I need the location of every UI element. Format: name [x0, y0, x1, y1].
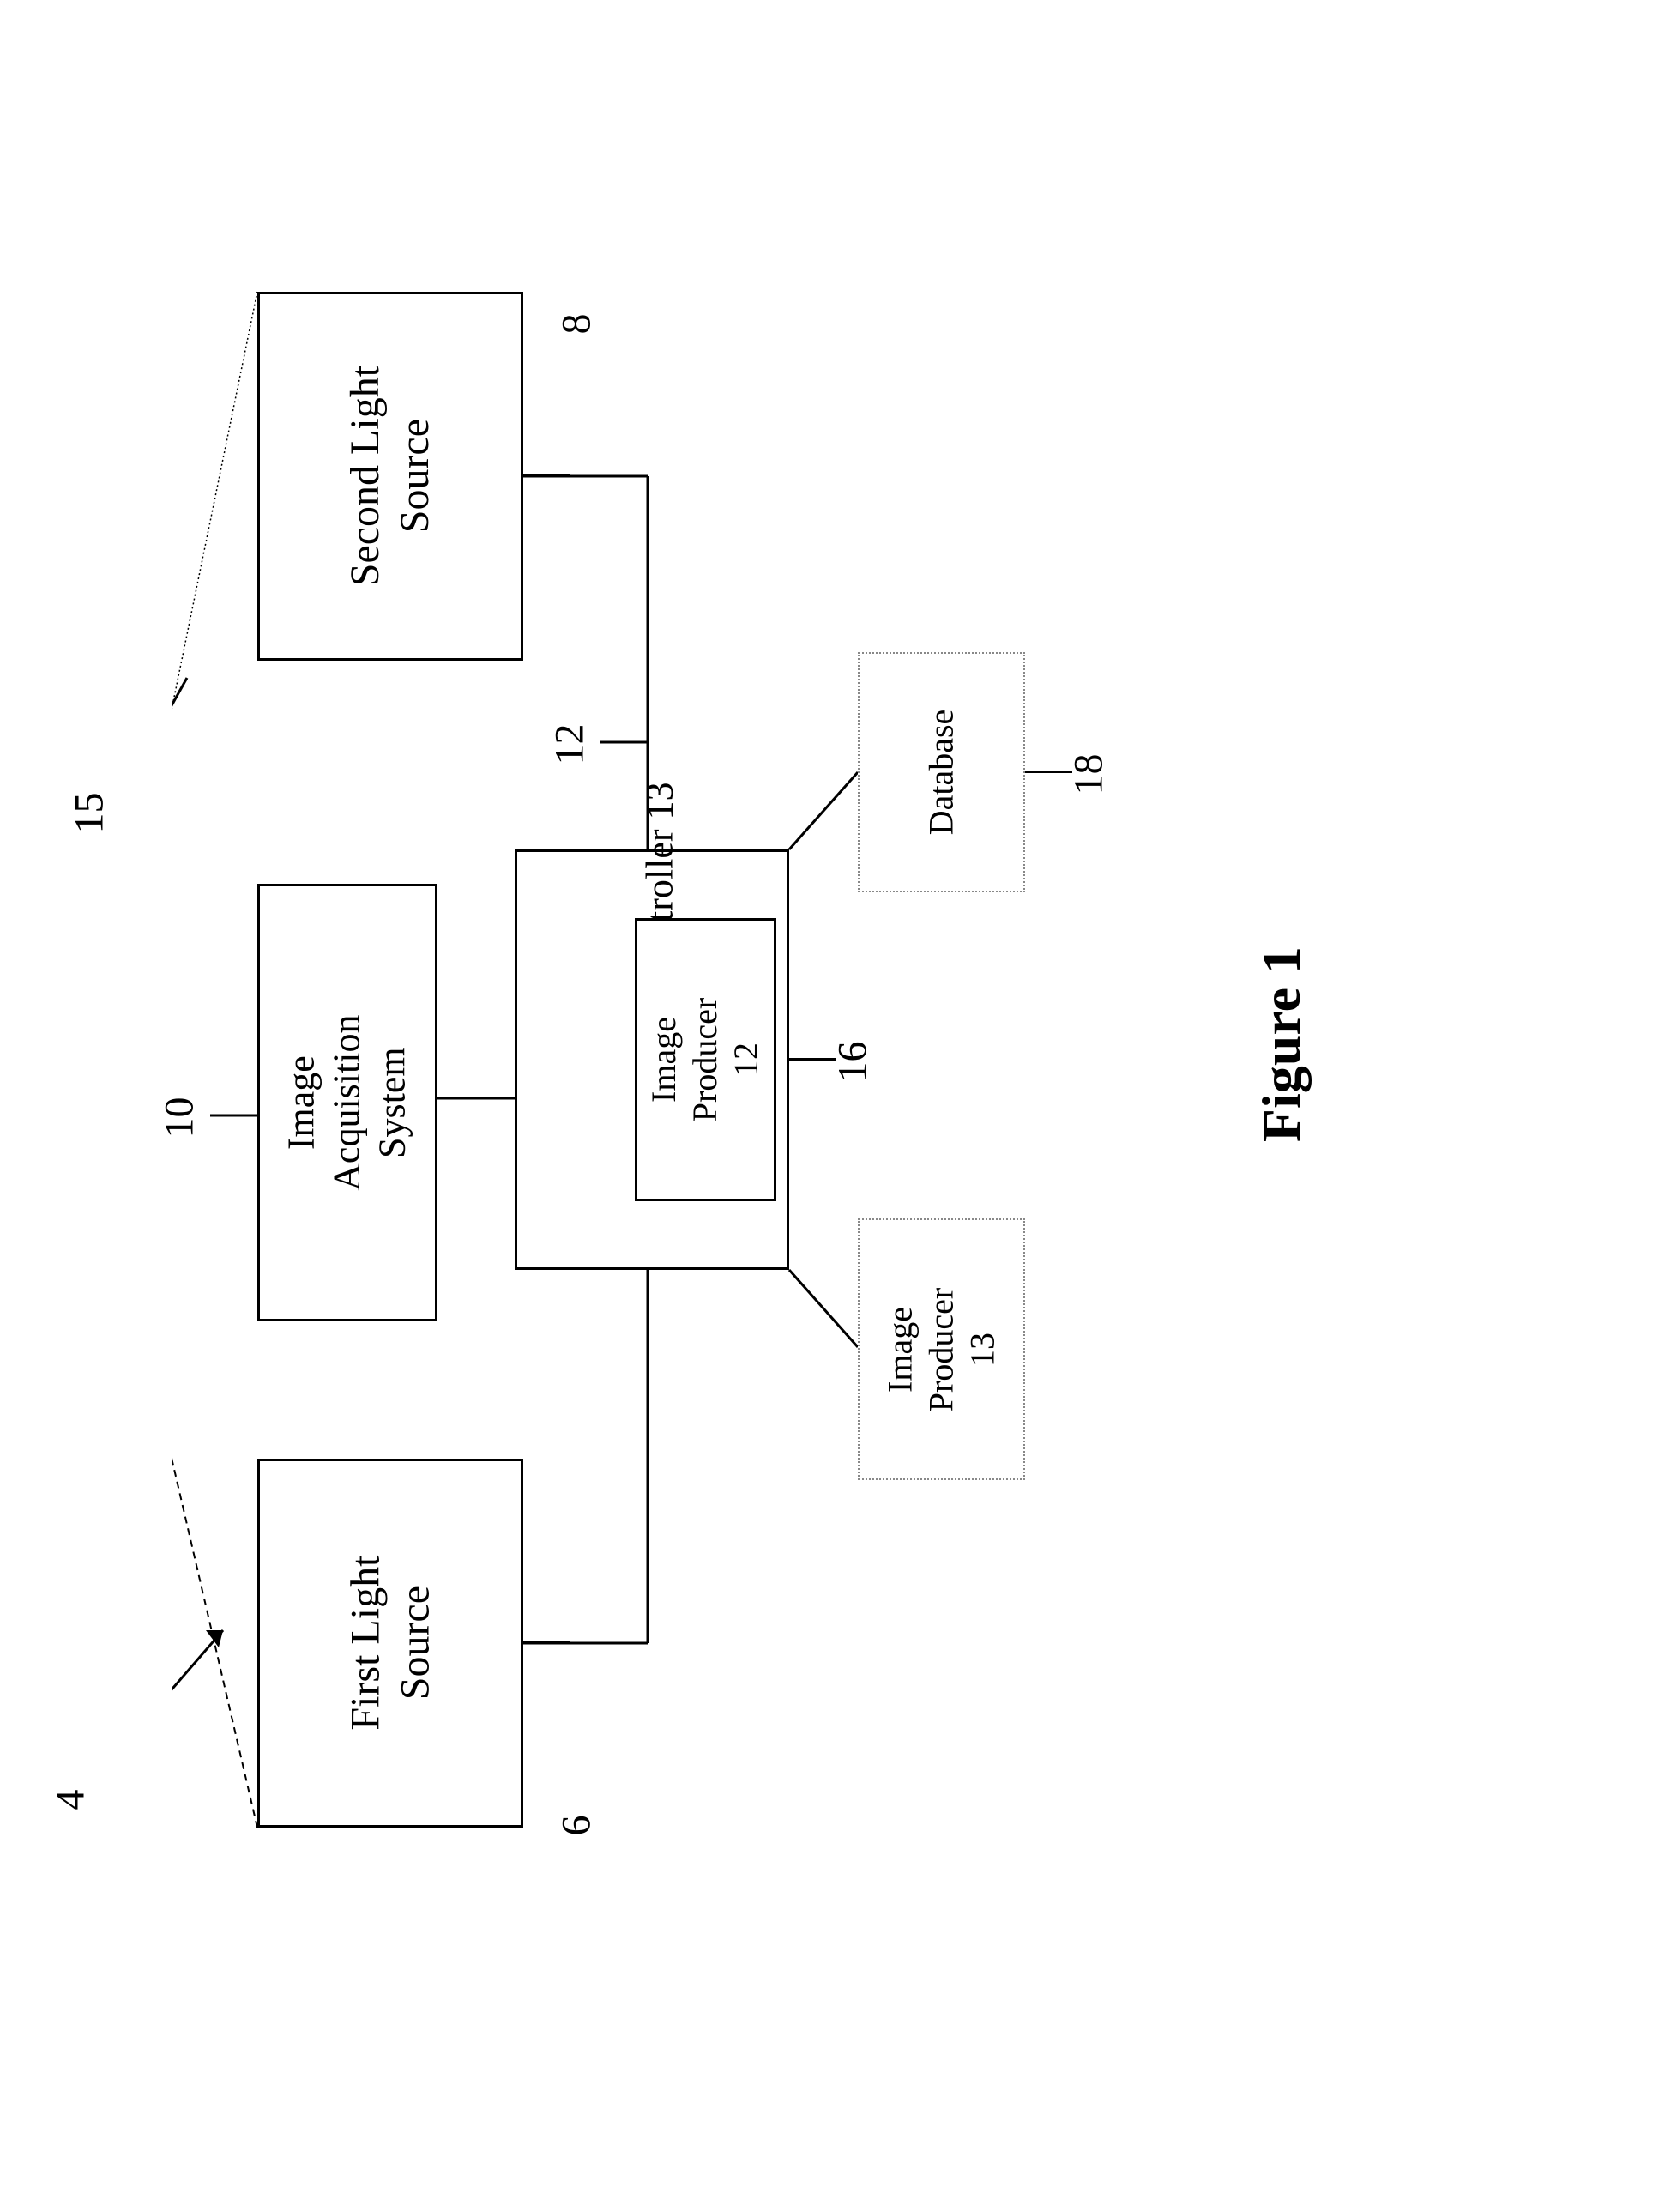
image-producer-outer-label: Image Producer 13	[880, 1276, 1004, 1423]
diagram-container: First Light Source 6 Second Light Source…	[172, 172, 1487, 2040]
database-label: Database	[921, 710, 962, 836]
image-producer-outer-node: Image Producer 13	[858, 1218, 1025, 1480]
image-acquisition-node: Image Acquisition System	[257, 884, 437, 1321]
first-light-source-label: First Light Source	[341, 1556, 439, 1731]
first-light-source-node: First Light Source	[257, 1459, 523, 1828]
ref-16: 16	[830, 1042, 877, 1083]
image-producer-inner-node: Image Producer 12	[635, 918, 776, 1201]
ref-12: 12	[546, 724, 594, 765]
ref-tick-6	[523, 1641, 570, 1644]
second-light-source-node: Second Light Source	[257, 292, 523, 661]
ref-8: 8	[553, 314, 600, 335]
image-producer-inner-label: Image Producer 12	[644, 998, 768, 1121]
ref-tick-8	[523, 474, 570, 477]
ref-4: 4	[47, 1790, 94, 1810]
database-node: Database	[858, 652, 1025, 892]
figure-caption: Figure 1	[1250, 946, 1313, 1142]
ref-15: 15	[66, 793, 113, 834]
ref-6: 6	[553, 1816, 600, 1836]
second-light-source-label: Second Light Source	[341, 366, 439, 586]
ref-10: 10	[156, 1097, 203, 1139]
ref-18: 18	[1065, 754, 1113, 795]
image-acquisition-label: Image Acquisition System	[280, 1014, 415, 1190]
